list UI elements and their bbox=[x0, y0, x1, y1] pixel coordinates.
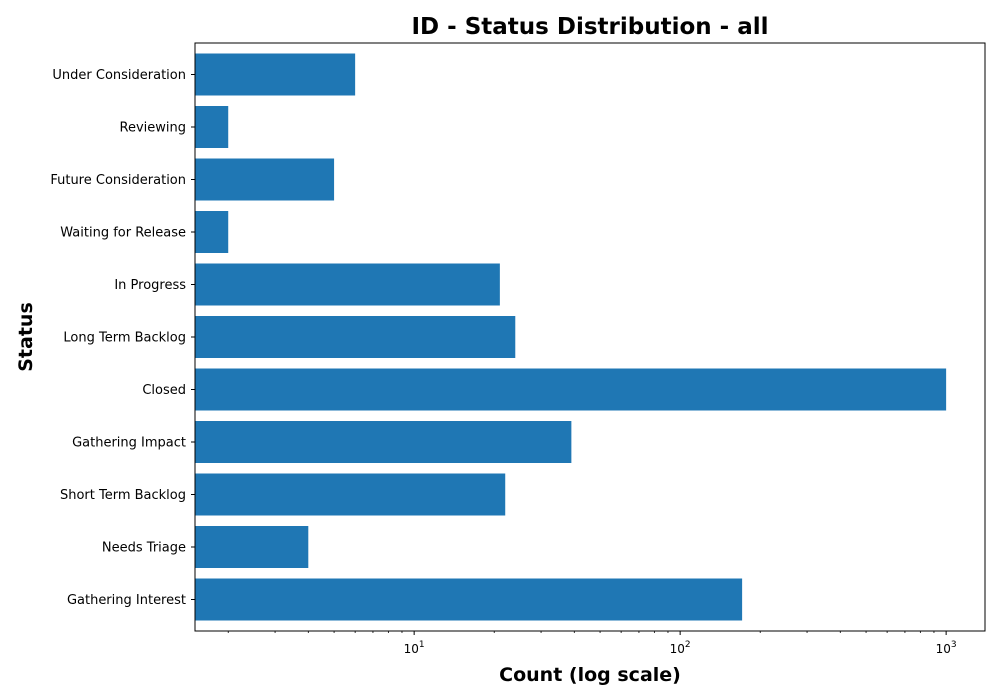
bar-7 bbox=[195, 421, 571, 463]
x-axis: 101 102 103 bbox=[228, 631, 956, 656]
bars-layer bbox=[195, 54, 946, 621]
y-tick-label: Short Term Backlog bbox=[60, 488, 186, 503]
x-axis-title: Count (log scale) bbox=[499, 664, 681, 686]
bar-4 bbox=[195, 264, 500, 306]
bar-5 bbox=[195, 316, 515, 358]
y-tick-label: Needs Triage bbox=[102, 541, 186, 556]
bar-2 bbox=[195, 159, 334, 201]
bar-6 bbox=[195, 369, 946, 411]
y-tick-label: Gathering Interest bbox=[67, 593, 186, 608]
y-tick-label: Closed bbox=[142, 383, 186, 398]
bar-3 bbox=[195, 211, 228, 253]
x-tick-label: 102 bbox=[670, 640, 691, 656]
y-axis-title: Status bbox=[15, 302, 37, 372]
y-tick-label: Future Consideration bbox=[50, 173, 186, 188]
x-tick-label: 101 bbox=[404, 640, 425, 656]
y-tick-label: Waiting for Release bbox=[60, 226, 186, 241]
chart-title: ID - Status Distribution - all bbox=[412, 14, 769, 40]
bar-9 bbox=[195, 526, 308, 568]
y-tick-label: Under Consideration bbox=[52, 68, 186, 83]
y-axis: Under Consideration Reviewing Future Consi… bbox=[50, 68, 195, 608]
bar-8 bbox=[195, 474, 505, 516]
x-tick-label: 103 bbox=[936, 640, 957, 656]
y-tick-label: Long Term Backlog bbox=[63, 331, 186, 346]
bar-10 bbox=[195, 579, 742, 621]
bar-1 bbox=[195, 106, 228, 148]
y-tick-label: Gathering Impact bbox=[72, 436, 186, 451]
y-tick-label: Reviewing bbox=[120, 121, 187, 136]
bar-0 bbox=[195, 54, 355, 96]
y-tick-label: In Progress bbox=[114, 278, 186, 293]
